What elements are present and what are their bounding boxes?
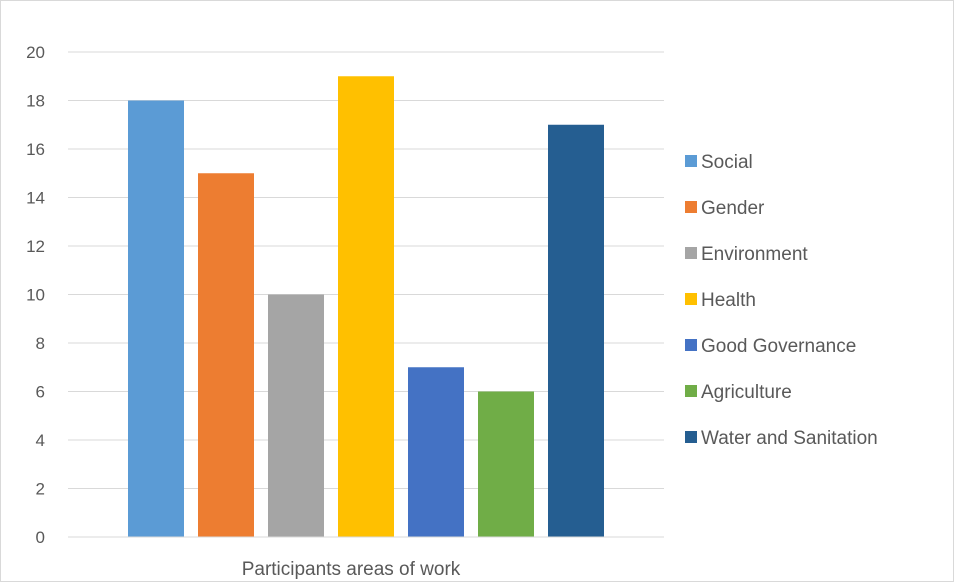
legend-swatch xyxy=(685,155,697,167)
y-tick-label: 2 xyxy=(36,480,45,499)
y-tick-label: 20 xyxy=(26,43,45,62)
y-tick-label: 0 xyxy=(36,528,45,547)
legend-label: Water and Sanitation xyxy=(701,428,878,449)
bar-good-governance xyxy=(408,367,464,537)
y-tick-label: 8 xyxy=(36,334,45,353)
bar-water-and-sanitation xyxy=(548,124,604,537)
y-tick-label: 12 xyxy=(26,237,45,256)
x-axis-label: Participants areas of work xyxy=(242,559,461,580)
bar-health xyxy=(338,76,394,537)
legend-label: Social xyxy=(701,152,753,173)
legend-swatch xyxy=(685,201,697,213)
y-tick-label: 18 xyxy=(26,92,45,111)
legend-label: Gender xyxy=(701,198,765,219)
y-tick-label: 10 xyxy=(26,286,45,305)
bar-social xyxy=(128,100,184,537)
y-tick-label: 6 xyxy=(36,383,45,402)
legend-swatch xyxy=(685,431,697,443)
bar-environment xyxy=(268,294,324,537)
bar-gender xyxy=(198,173,254,537)
legend-swatch xyxy=(685,293,697,305)
legend-swatch xyxy=(685,247,697,259)
legend-label: Good Governance xyxy=(701,336,856,357)
legend-label: Environment xyxy=(701,244,808,265)
legend: Social Gender Environment Health Good Govern… xyxy=(685,152,878,449)
bars xyxy=(128,76,604,537)
y-axis-ticks: 0 2 4 6 8 10 12 14 16 18 20 xyxy=(26,43,45,547)
y-tick-label: 16 xyxy=(26,140,45,159)
legend-swatch xyxy=(685,385,697,397)
y-tick-label: 4 xyxy=(36,431,45,450)
bar-agriculture xyxy=(478,391,534,537)
legend-swatch xyxy=(685,339,697,351)
legend-label: Health xyxy=(701,290,756,311)
y-tick-label: 14 xyxy=(26,189,45,208)
legend-label: Agriculture xyxy=(701,382,792,403)
